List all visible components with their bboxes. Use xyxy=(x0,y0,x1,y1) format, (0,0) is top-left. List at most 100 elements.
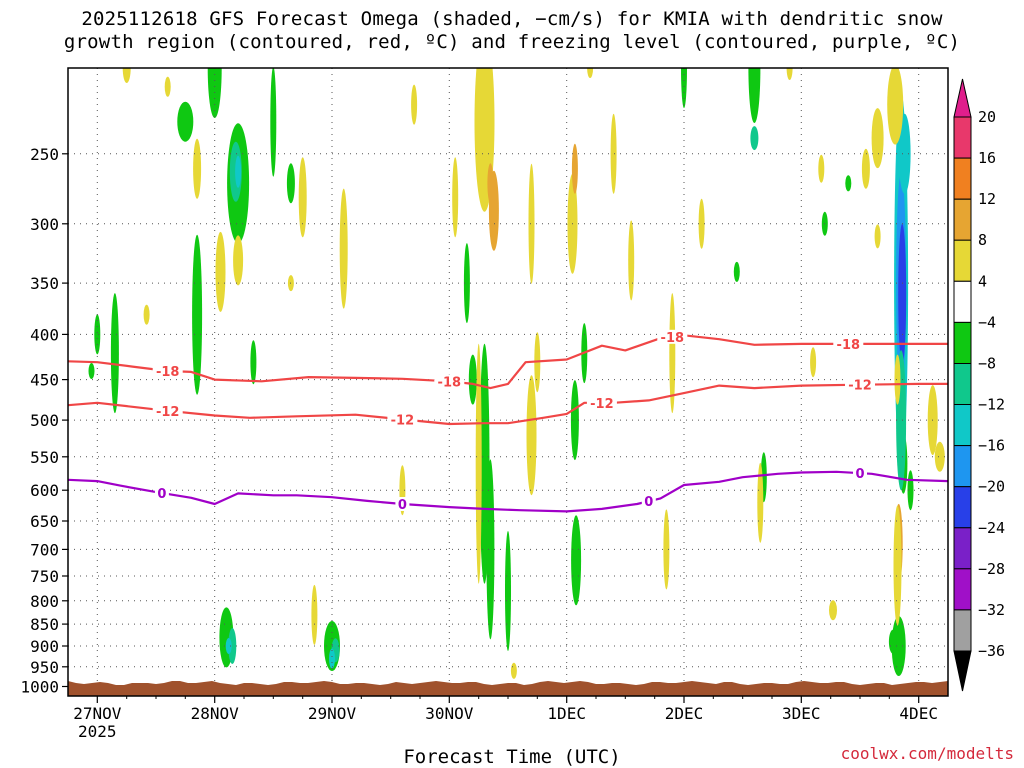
colorbar-label: 4 xyxy=(978,272,987,290)
omega-blob xyxy=(733,261,740,282)
omega-blob xyxy=(526,375,537,496)
omega-blob xyxy=(452,157,459,238)
terrain-strip xyxy=(68,681,948,696)
y-tick-label: 900 xyxy=(30,637,59,656)
omega-blob xyxy=(748,68,761,123)
omega-blob xyxy=(571,515,582,606)
contour-label: -12 xyxy=(391,413,415,428)
omega-blob xyxy=(757,462,764,543)
omega-blob xyxy=(505,531,511,651)
omega-blob xyxy=(698,198,705,249)
credit-link[interactable]: coolwx.com/modelts xyxy=(840,744,1014,763)
contour-label: 0 xyxy=(398,498,407,513)
contour-label-bg xyxy=(853,466,867,481)
contour-line xyxy=(68,334,948,390)
colorbar-swatch xyxy=(953,239,972,282)
y-tick-label: 800 xyxy=(30,592,59,611)
colorbar-label: −16 xyxy=(978,437,1005,455)
omega-blob xyxy=(233,235,244,286)
omega-blob xyxy=(286,163,295,204)
contour-label-bg xyxy=(586,395,617,410)
omega-blob xyxy=(122,68,131,83)
colorbar-swatch xyxy=(953,404,972,447)
y-tick-label: 300 xyxy=(30,215,59,234)
y-tick-label: 350 xyxy=(30,274,59,293)
contour-label-bg xyxy=(154,486,169,501)
colorbar-swatch xyxy=(953,609,972,652)
colorbar-label: −8 xyxy=(978,355,996,373)
contour-label: -18 xyxy=(438,375,462,390)
terrain-surface xyxy=(68,681,948,696)
omega-blob xyxy=(164,76,171,97)
omega-blob xyxy=(411,84,418,125)
colorbar-swatch xyxy=(953,280,972,323)
omega-blob xyxy=(357,0,365,58)
x-axis: 27NOV 28NOV 29NOV 30NOV 1DEC 2DEC 3DEC 4DEC 2025 xyxy=(73,696,938,741)
omega-blob xyxy=(475,343,482,584)
omega-blob xyxy=(571,143,578,194)
omega-blob xyxy=(891,616,906,676)
contour-label-bg xyxy=(434,374,465,389)
omega-blob xyxy=(587,68,594,78)
omega-blob xyxy=(94,314,101,355)
contour-label-bg xyxy=(387,412,418,427)
omega-blob xyxy=(228,628,237,664)
omega-blob xyxy=(898,113,911,194)
omega-blob xyxy=(225,638,232,654)
omega-blob xyxy=(874,224,881,249)
x-tick-label: 3DEC xyxy=(782,704,821,723)
colorbar-swatch xyxy=(953,363,972,406)
colorbar-swatch xyxy=(953,486,972,529)
y-tick-label: 450 xyxy=(30,371,59,390)
y-tick-label: 400 xyxy=(30,325,59,344)
y-tick-label: 550 xyxy=(30,448,59,467)
x-tick-label: 28NOV xyxy=(191,704,240,723)
x-tick-label: 27NOV xyxy=(73,704,122,723)
colorbar-label: 20 xyxy=(978,108,996,126)
omega-blob xyxy=(486,459,495,640)
omega-blob xyxy=(270,68,277,177)
contour-label: -18 xyxy=(837,338,861,353)
omega-blob xyxy=(177,101,194,142)
omega-blob xyxy=(610,113,617,194)
contour-label-bg xyxy=(152,364,183,378)
contour-label: -12 xyxy=(590,397,614,412)
colorbar-swatch xyxy=(953,116,972,159)
omega-blob xyxy=(463,243,470,324)
contour-label-bg xyxy=(395,497,410,511)
omega-shading xyxy=(88,0,945,679)
x-tick-label: 4DEC xyxy=(899,704,938,723)
colorbar-swatch xyxy=(953,157,972,200)
y-tick-label: 950 xyxy=(30,658,59,677)
omega-blob xyxy=(887,68,904,145)
omega-blob xyxy=(528,163,535,284)
x-tick-label: 1DEC xyxy=(547,704,586,723)
x-tick-label: 30NOV xyxy=(425,704,474,723)
omega-blob xyxy=(235,155,242,188)
omega-blob xyxy=(143,304,150,325)
omega-blob xyxy=(681,68,687,108)
contour-label: -18 xyxy=(156,365,180,380)
colorbar-bottom-arrow xyxy=(953,650,972,692)
omega-blob xyxy=(750,126,759,151)
colorbar-label: −24 xyxy=(978,519,1005,537)
omega-blob xyxy=(871,108,884,169)
colorbar-swatch xyxy=(953,198,972,241)
omega-blob xyxy=(829,600,837,621)
colorbar-top-arrow xyxy=(953,78,972,118)
colorbar-swatch xyxy=(953,568,972,611)
colorbar-swatch xyxy=(953,445,972,488)
y-tick-label: 250 xyxy=(30,145,59,164)
y-tick-label: 850 xyxy=(30,615,59,634)
contour-label: 0 xyxy=(157,487,166,502)
omega-blob xyxy=(628,220,635,301)
colorbar-label: −32 xyxy=(978,601,1005,619)
y-tick-label: 650 xyxy=(30,512,59,531)
omega-blob xyxy=(250,340,257,385)
omega-blob xyxy=(110,293,119,414)
x-axis-title: Forecast Time (UTC) xyxy=(403,746,621,768)
colorbar-label: 16 xyxy=(978,149,996,167)
y-tick-label: 600 xyxy=(30,481,59,500)
omega-blob xyxy=(663,509,670,590)
contour-lines: -18 -18 -18 -18 -12 -12 -12 -12 0 0 0 0 xyxy=(68,329,948,513)
